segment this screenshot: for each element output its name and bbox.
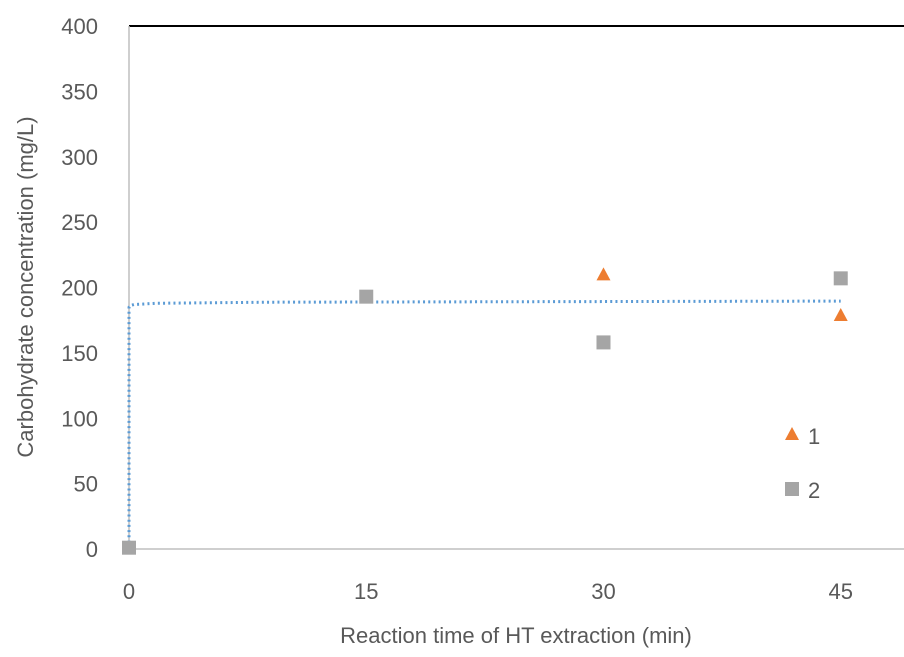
y-tick-label: 400 (61, 14, 98, 39)
x-tick-label: 45 (828, 579, 852, 604)
legend-marker-2 (785, 482, 799, 496)
y-tick-label: 300 (61, 145, 98, 170)
x-tick-labels: 0 15 30 45 (123, 579, 853, 604)
series-2-point (122, 540, 136, 555)
y-tick-label: 200 (61, 276, 98, 301)
series-2-point (833, 271, 848, 286)
series-1-point (833, 307, 848, 321)
y-tick-label: 350 (61, 79, 98, 104)
legend-label-1: 1 (808, 424, 820, 449)
series-2-point (359, 289, 374, 304)
y-tick-label: 100 (61, 406, 98, 431)
legend-marker-1 (785, 427, 799, 440)
y-tick-label: 250 (61, 210, 98, 235)
plot-frame (128, 25, 904, 550)
y-axis-title: Carbohydrate concentration (mg/L) (13, 116, 38, 457)
legend: 12 (785, 424, 820, 503)
data-points (122, 267, 848, 555)
x-tick-label: 0 (123, 579, 135, 604)
y-tick-label: 50 (74, 472, 98, 497)
series-2-point (596, 335, 611, 350)
x-tick-label: 15 (354, 579, 378, 604)
y-tick-label: 150 (61, 341, 98, 366)
y-tick-label: 0 (86, 537, 98, 562)
y-tick-labels: 0 50 100 150 200 250 300 350 400 (61, 14, 98, 562)
x-axis-title: Reaction time of HT extraction (min) (340, 623, 692, 648)
legend-label-2: 2 (808, 478, 820, 503)
x-tick-label: 30 (591, 579, 615, 604)
trendline (127, 299, 841, 548)
series-1-point (596, 267, 611, 281)
